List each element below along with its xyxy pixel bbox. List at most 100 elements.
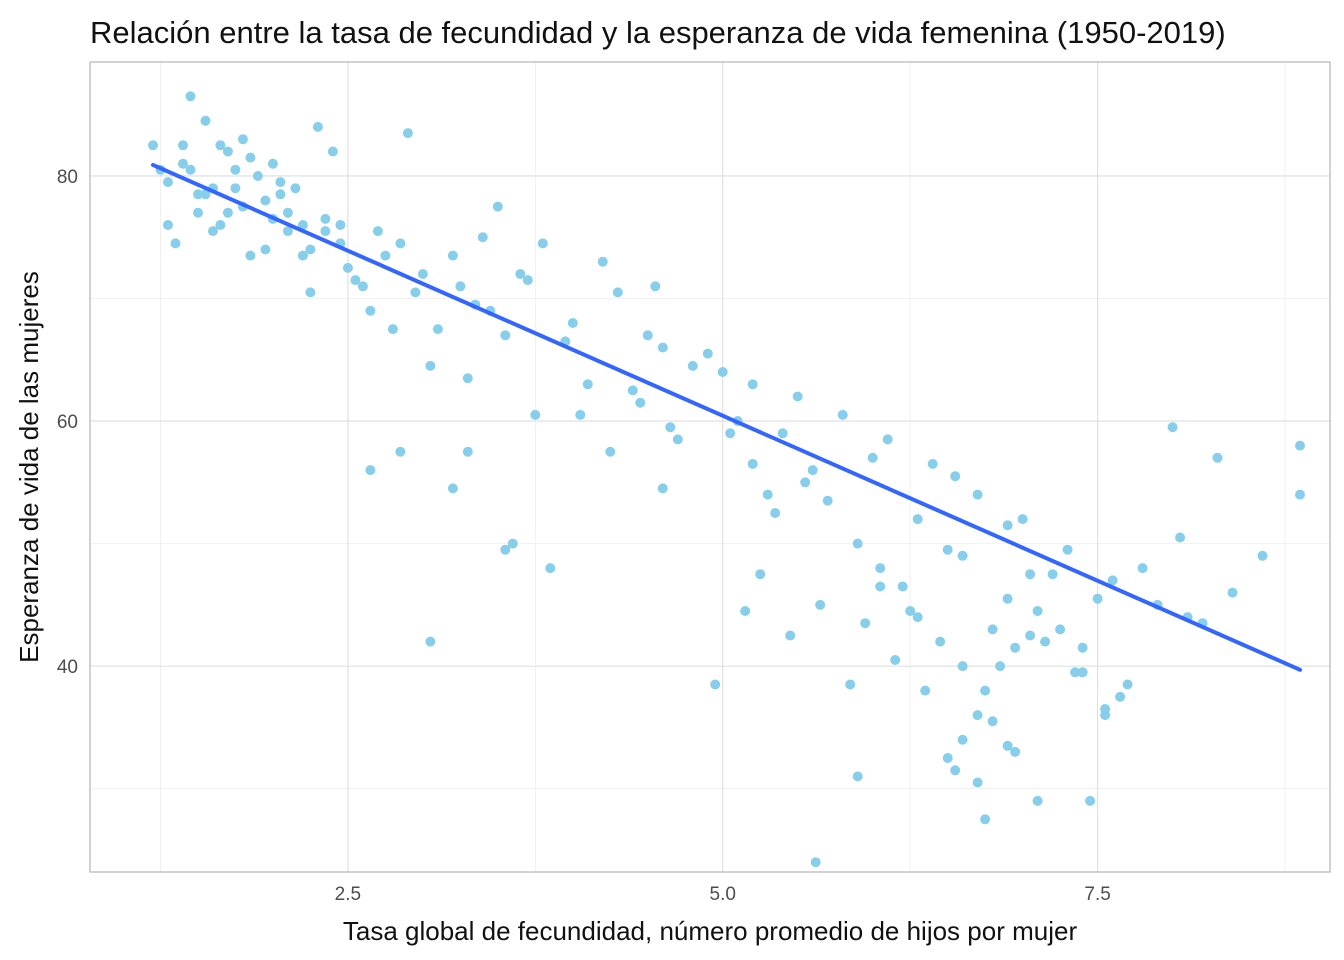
data-point — [342, 262, 353, 273]
data-point — [815, 599, 826, 610]
data-point — [455, 281, 466, 292]
data-point — [972, 777, 983, 788]
data-point — [845, 679, 856, 690]
data-point — [597, 256, 608, 267]
data-point — [1025, 569, 1036, 580]
data-point — [980, 814, 991, 825]
data-point — [1115, 691, 1126, 702]
data-point — [432, 324, 443, 335]
data-point — [1212, 452, 1223, 463]
data-point — [672, 434, 683, 445]
data-point — [148, 140, 158, 151]
data-point — [657, 342, 668, 353]
data-point — [462, 446, 473, 457]
x-axis-title: Tasa global de fecundidad, número promed… — [343, 916, 1078, 946]
data-point — [163, 220, 173, 230]
data-point — [875, 581, 886, 592]
data-point — [395, 446, 406, 457]
data-point — [717, 367, 728, 377]
plot-frame — [89, 61, 1331, 873]
data-point — [275, 189, 286, 200]
data-point — [920, 685, 931, 696]
data-point — [530, 409, 541, 420]
data-point — [822, 495, 833, 506]
data-point — [747, 379, 758, 390]
data-point — [185, 164, 196, 175]
data-point — [1062, 544, 1073, 555]
data-point — [882, 434, 893, 445]
data-point — [425, 360, 436, 371]
data-point — [972, 710, 983, 721]
y-tick-label: 60 — [57, 412, 78, 433]
data-point — [500, 544, 511, 555]
data-point — [582, 379, 593, 390]
data-point — [275, 177, 286, 188]
data-point — [665, 422, 676, 433]
data-point — [1077, 667, 1088, 678]
data-point — [605, 446, 616, 457]
data-point — [230, 164, 241, 175]
x-tick-label: 2.5 — [335, 884, 361, 905]
x-tick-label: 5.0 — [710, 884, 736, 905]
data-point — [1227, 587, 1238, 598]
data-point — [193, 207, 203, 218]
data-point — [567, 318, 578, 328]
data-point — [260, 244, 271, 255]
data-point — [208, 226, 218, 237]
data-point — [1040, 636, 1051, 647]
data-point — [402, 128, 413, 139]
data-point — [935, 636, 946, 647]
y-tick-label: 40 — [57, 657, 78, 678]
data-point — [290, 183, 301, 194]
data-point — [957, 550, 968, 561]
data-point — [1107, 575, 1118, 586]
data-point — [1122, 679, 1133, 690]
data-point — [890, 655, 901, 665]
data-point — [770, 508, 781, 518]
data-point — [852, 538, 863, 549]
data-point — [200, 189, 211, 200]
data-point — [642, 330, 653, 341]
data-point — [297, 250, 308, 261]
data-point — [980, 685, 991, 696]
data-point — [417, 269, 428, 279]
data-point — [365, 305, 376, 316]
data-point — [537, 238, 548, 249]
data-point — [222, 146, 233, 157]
data-point — [185, 91, 196, 102]
data-point — [725, 428, 736, 439]
data-point — [1077, 642, 1088, 653]
data-point — [230, 183, 241, 194]
data-point — [193, 189, 203, 200]
data-point — [710, 679, 721, 690]
data-point — [515, 269, 526, 279]
data-point — [215, 140, 226, 151]
data-point — [282, 226, 293, 237]
data-point — [410, 287, 421, 298]
data-point — [387, 324, 398, 335]
data-point — [575, 409, 586, 420]
data-point — [762, 489, 773, 500]
data-point — [1047, 569, 1058, 580]
data-point — [987, 716, 998, 727]
data-point — [1257, 550, 1268, 561]
data-point — [425, 636, 436, 647]
plot-grid — [90, 62, 1330, 872]
data-point — [777, 428, 788, 439]
data-point — [927, 458, 938, 469]
data-points — [148, 91, 1305, 868]
data-point — [702, 348, 713, 359]
data-point — [785, 630, 796, 641]
data-point — [1100, 710, 1111, 721]
y-axis-title: Esperanza de vida de las mujeres — [14, 271, 44, 663]
data-point — [627, 385, 638, 396]
data-point — [477, 232, 488, 243]
data-point — [500, 330, 511, 341]
x-axis-ticks: 2.5 5.0 7.5 — [335, 884, 1111, 905]
data-point — [327, 146, 338, 157]
data-point — [178, 158, 188, 169]
data-point — [1070, 667, 1081, 678]
data-point — [1167, 422, 1178, 433]
data-point — [650, 281, 661, 292]
data-point — [860, 618, 871, 629]
